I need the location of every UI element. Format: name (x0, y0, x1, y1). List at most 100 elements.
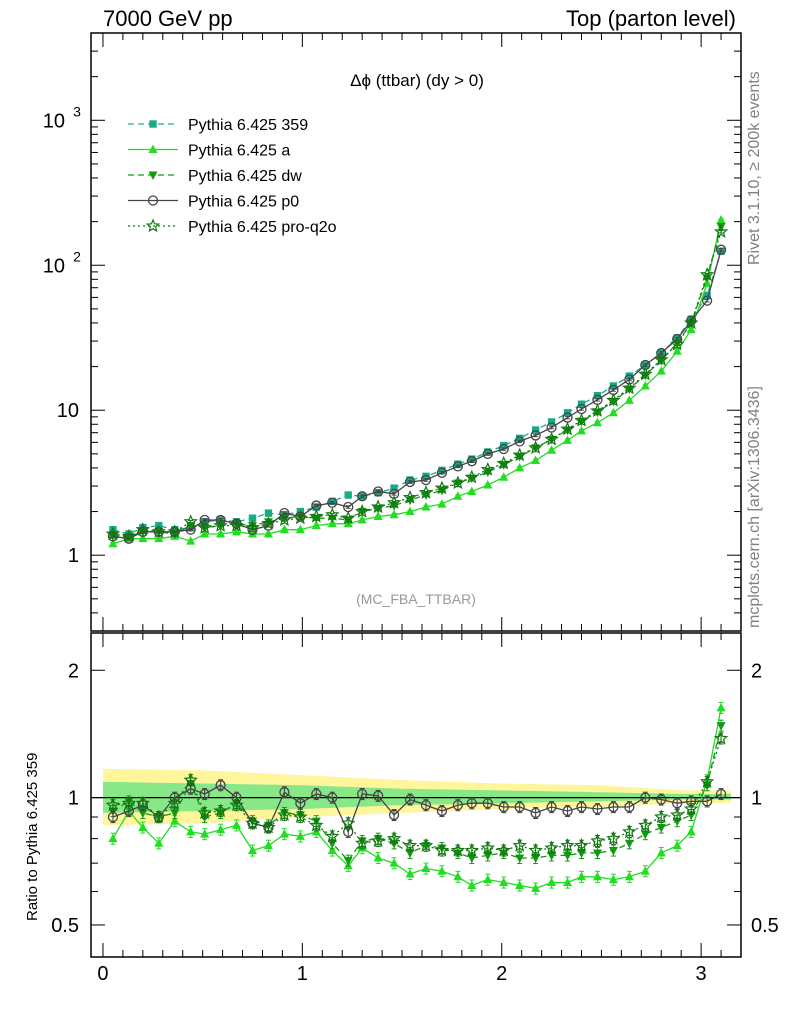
ratio-plot-frame (90, 632, 742, 958)
ratio-point (528, 842, 543, 857)
ratio-series-pq2o (105, 730, 729, 857)
ratio-point (327, 792, 338, 803)
ratio-point (453, 871, 463, 881)
ratio-point (531, 883, 541, 892)
main-line-pq2o (112, 231, 722, 537)
ratio-point (261, 819, 276, 834)
ratio-point (248, 845, 258, 854)
ratio-point (515, 854, 525, 863)
main-point (670, 336, 685, 351)
ratio-point (480, 840, 496, 855)
main-point (183, 514, 198, 528)
ratio-point (434, 842, 450, 857)
main-point (654, 352, 669, 366)
ratio-point (592, 803, 603, 815)
header-right: Top (parton level) (566, 6, 736, 31)
main-point (389, 509, 399, 519)
ratio-point (624, 871, 634, 881)
ratio-point (186, 826, 196, 836)
main-point (406, 476, 414, 484)
ratio-point (341, 815, 356, 830)
ratio-point (715, 788, 727, 800)
ratio-point (498, 801, 509, 813)
ratio-point (716, 702, 726, 712)
main-point (372, 486, 384, 497)
ratio-point (229, 797, 244, 812)
main-y-tick-exponent: 2 (73, 248, 81, 264)
ratio-y-axis-label: Ratio to Pythia 6.425 359 (24, 752, 41, 921)
main-point (263, 520, 274, 531)
ratio-y-tick-label-right: 2 (751, 660, 762, 682)
main-point (590, 403, 605, 417)
main-point (625, 372, 634, 380)
main-point (528, 440, 543, 454)
main-point (622, 380, 637, 395)
main-y-tick-label: 1 (68, 545, 79, 567)
main-series-pq2o (105, 224, 729, 543)
ratio-point (701, 796, 713, 807)
main-point (574, 412, 589, 427)
ratio-point (482, 798, 493, 809)
main-point (560, 421, 575, 436)
ratio-point (467, 880, 477, 889)
ratio-point (420, 799, 432, 811)
ratio-point (277, 807, 292, 822)
main-point (186, 536, 196, 545)
x-tick-label: 3 (696, 963, 707, 985)
main-point (500, 441, 508, 450)
main-point (454, 460, 462, 468)
main-point (547, 418, 556, 426)
main-point (357, 514, 367, 524)
legend-marker (145, 218, 161, 233)
ratio-point (608, 874, 618, 884)
main-point (512, 447, 527, 462)
main-point (515, 462, 525, 472)
main-point (547, 445, 557, 454)
ratio-point (138, 809, 148, 818)
axes: 1 10 10 2 10 3 0.5 0.5 1 1 2 2 0 1 2 3 (43, 32, 779, 985)
main-point (123, 533, 135, 544)
ratio-point (640, 866, 650, 875)
ratio-point (232, 820, 242, 829)
main-point (715, 244, 727, 255)
ratio-series-pa (108, 701, 726, 895)
main-point (213, 518, 228, 532)
main-point (624, 374, 635, 385)
main-point (450, 475, 466, 490)
main-point (108, 538, 118, 548)
ratio-point (640, 830, 650, 840)
main-point (216, 529, 226, 538)
ratio-point (355, 835, 370, 850)
ratio-point (197, 805, 212, 820)
main-point (311, 520, 321, 530)
main-point (325, 507, 340, 521)
legend-marker (148, 171, 158, 180)
ratio-line-pa (112, 707, 722, 890)
ratio-point (105, 797, 121, 812)
main-point (386, 495, 402, 509)
ratio-line-pp0 (112, 784, 722, 834)
ratio-point (574, 838, 589, 852)
ratio-point (213, 803, 228, 818)
main-point (608, 407, 618, 417)
main-point (515, 434, 524, 443)
main-point (341, 510, 356, 525)
main-point (656, 366, 666, 375)
ratio-point (386, 831, 402, 845)
main-point (261, 516, 276, 530)
analysis-label: (MC_FBA_TTBAR) (356, 591, 476, 607)
main-point (713, 224, 729, 239)
main-point (121, 528, 137, 543)
main-point (154, 533, 164, 543)
main-y-tick-label: 10 (43, 255, 65, 277)
ratio-point (464, 842, 479, 857)
ratio-point (436, 805, 448, 817)
ratio-point (309, 817, 324, 832)
ratio-point (638, 817, 653, 832)
main-point (279, 508, 290, 519)
legend-item-pa: Pythia 6.425 a (128, 143, 290, 160)
ratio-point (716, 722, 726, 731)
main-point (327, 497, 338, 508)
ratio-point (450, 842, 466, 857)
ratio-point (370, 833, 386, 848)
